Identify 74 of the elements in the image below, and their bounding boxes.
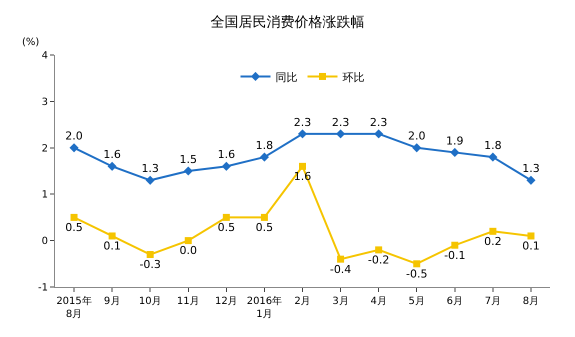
data-label: 1.8	[256, 138, 274, 152]
data-label: -0.1	[444, 248, 466, 262]
data-label: 0.5	[218, 221, 236, 234]
point	[146, 176, 155, 185]
data-label: -0.3	[139, 258, 161, 272]
data-label: 0.0	[180, 244, 198, 258]
data-label: -0.5	[406, 267, 428, 280]
point	[488, 152, 498, 162]
data-label: 1.8	[484, 138, 502, 152]
point	[337, 256, 344, 263]
chart-title: 全国居民消费价格涨跌幅	[210, 14, 364, 31]
data-label: 0.2	[484, 234, 502, 248]
data-label: 1.5	[180, 152, 198, 166]
point	[451, 242, 458, 249]
point	[450, 148, 460, 157]
point	[336, 129, 346, 138]
point	[413, 260, 420, 268]
x-tick-label: 4月	[370, 296, 387, 307]
x-tick-label: 9月	[104, 296, 120, 307]
point	[108, 232, 116, 240]
y-tick-label: 4	[42, 50, 48, 62]
point	[412, 143, 422, 152]
point	[526, 176, 536, 185]
legend-label: 同比	[276, 70, 298, 84]
point	[70, 214, 78, 221]
point	[260, 214, 268, 221]
point	[108, 162, 117, 171]
data-label: 2.3	[294, 116, 312, 129]
point	[375, 246, 382, 254]
legend-label: 环比	[342, 70, 364, 84]
data-label: -0.4	[330, 262, 352, 276]
x-tick-label: 2015年 8月	[56, 295, 92, 320]
x-tick-label: 5月	[408, 296, 425, 307]
point	[69, 143, 79, 152]
x-tick-label: 2016年 1月	[246, 295, 282, 320]
y-tick-label: -1	[38, 282, 48, 294]
x-tick-label: 3月	[332, 296, 349, 307]
data-label: -0.2	[368, 254, 390, 267]
data-label: 2.3	[370, 116, 388, 129]
data-label: 1.6	[103, 148, 121, 162]
x-tick-label: 11月	[176, 296, 200, 307]
point	[527, 232, 534, 240]
x-tick-label: 6月	[446, 296, 463, 307]
data-label: 1.6	[218, 148, 236, 162]
x-tick-label: 10月	[138, 296, 162, 307]
data-label: 0.1	[522, 240, 540, 253]
point	[184, 166, 193, 176]
y-tick-label: 2	[42, 143, 48, 154]
y-tick-label: 3	[42, 96, 48, 108]
point	[489, 228, 496, 235]
data-label: 0.5	[256, 221, 274, 234]
data-label: 2.0	[65, 130, 83, 143]
data-label: 2.3	[332, 116, 350, 129]
point	[299, 162, 306, 170]
x-tick-label: 12月	[214, 296, 238, 307]
point	[298, 129, 308, 138]
point	[260, 152, 269, 162]
y-tick-label: 0	[42, 236, 48, 248]
point	[374, 129, 384, 138]
x-tick-label: 2月	[294, 296, 311, 307]
data-label: 2.0	[408, 130, 426, 143]
data-label: 0.1	[103, 240, 121, 253]
x-tick-label: 8月	[522, 296, 540, 307]
x-tick-label: 7月	[484, 296, 502, 307]
y-axis-title: (%)	[22, 37, 40, 48]
data-label: 1.9	[446, 134, 464, 148]
point	[146, 251, 154, 258]
y-tick-label: 1	[42, 190, 48, 201]
data-label: 0.5	[65, 221, 83, 234]
point	[222, 214, 230, 221]
point	[222, 162, 231, 171]
data-label: 1.3	[522, 162, 540, 176]
point	[184, 237, 192, 244]
data-label: 1.3	[141, 162, 159, 176]
